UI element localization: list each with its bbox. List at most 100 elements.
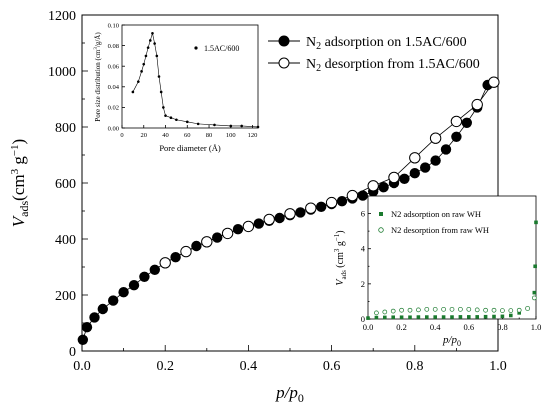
inset-top-x-axis-label: Pore diameter (Å): [159, 143, 221, 153]
y-tick-label: 0: [69, 345, 76, 360]
data-point: [89, 312, 100, 323]
legend-label-adsorption: N2 adsorption on 1.5AC/600: [306, 35, 467, 52]
data-point: [458, 315, 463, 319]
series-1: [374, 295, 537, 316]
data-point: [483, 314, 488, 319]
data-point: [488, 76, 500, 88]
data-point: [508, 308, 514, 313]
data-point: [131, 90, 135, 94]
data-point: [325, 196, 338, 209]
data-point: [534, 220, 538, 225]
data-point: [441, 306, 446, 312]
data-point: [531, 295, 537, 301]
series-0: [366, 220, 538, 320]
inset-top-y-tick-labels: 0.00 0.02 0.04 0.06 0.08 0.10: [108, 22, 120, 132]
data-point: [416, 315, 421, 319]
inset-bottom-frame: [367, 195, 537, 320]
data-point: [390, 308, 396, 314]
data-point: [201, 236, 213, 248]
data-point: [148, 39, 152, 42]
inset-top-y-axis-label: Pore size distribution (cm3/g/Å): [94, 32, 102, 122]
data-point: [284, 208, 296, 220]
y-tick-label: 0.08: [108, 43, 119, 50]
data-point: [525, 306, 530, 311]
main-x-axis-label: p/p0: [275, 383, 304, 405]
data-point: [144, 54, 148, 58]
inset-bottom-x-axis-label: p/p0: [442, 334, 461, 348]
data-point: [305, 202, 317, 214]
x-tick-label: 0.6: [323, 359, 341, 374]
data-point: [416, 307, 421, 313]
data-point: [451, 131, 462, 142]
data-point: [382, 309, 388, 315]
data-point: [180, 245, 192, 258]
data-point: [157, 75, 161, 78]
data-point: [185, 120, 189, 124]
data-point: [429, 132, 442, 144]
x-tick-label: 0.2: [156, 359, 174, 374]
data-point: [151, 31, 154, 35]
inset-top-legend: 1.5AC/600: [194, 44, 239, 53]
inset-bottom-legend: N2 adsorption on raw WH N2 desorption fr…: [378, 209, 489, 235]
inset-top-x-tick-labels: 0 20 40 60 80 100 120: [120, 132, 257, 139]
data-point: [467, 315, 471, 319]
main-series-layer: [77, 76, 500, 345]
data-point: [169, 116, 173, 119]
y-tick-label: 4: [361, 244, 366, 254]
data-point: [532, 290, 537, 295]
data-point: [155, 54, 159, 58]
data-point: [240, 124, 243, 128]
inset-top-legend-marker: [194, 46, 198, 50]
x-tick-label: 60: [184, 132, 191, 139]
inset-bottom-legend-label-desorption: N2 desorption from raw WH: [391, 225, 489, 235]
x-tick-label: 1.0: [489, 359, 507, 374]
x-tick-label: 0.8: [497, 322, 508, 332]
data-point: [108, 295, 119, 306]
inset-pore-size-chart: 0 20 40 60 80 100 120 0.00 0.02 0.04 0.06 0.08 0.10…: [94, 22, 260, 153]
main-y-tick-labels: 0 200 400 600 800 1000 1200: [48, 9, 76, 360]
data-point: [139, 271, 150, 282]
data-point: [175, 118, 178, 122]
data-point: [142, 62, 146, 66]
inset-bottom-legend-marker-desorption: [378, 227, 384, 233]
data-point: [433, 315, 437, 319]
data-point: [461, 117, 472, 128]
y-tick-label: 200: [55, 289, 76, 304]
x-tick-label: 0.4: [430, 322, 441, 332]
data-point: [500, 314, 505, 319]
data-point: [242, 220, 255, 233]
y-tick-label: 0: [361, 314, 365, 324]
data-point: [357, 190, 368, 201]
data-point: [471, 98, 483, 111]
data-point: [229, 124, 233, 128]
data-point: [399, 307, 404, 313]
data-point: [441, 315, 446, 319]
data-point: [196, 122, 200, 126]
main-axis-ticks: [81, 14, 499, 352]
main-chart: 0.0 0.2 0.4 0.6 0.8 1.0 020040060080010001200…: [9, 9, 507, 405]
data-point: [533, 264, 537, 269]
y-tick-label: 0.04: [108, 84, 120, 91]
data-point: [474, 307, 480, 313]
y-tick-label: 600: [55, 177, 76, 192]
data-point: [424, 306, 430, 312]
data-point: [509, 313, 513, 318]
main-legend: N2 adsorption on 1.5AC/600 N2 desorption…: [268, 35, 480, 74]
y-tick-label: 0.06: [108, 63, 120, 70]
series-line: [132, 33, 259, 128]
data-point: [159, 257, 171, 269]
data-point: [388, 171, 400, 184]
data-point: [366, 316, 370, 320]
data-point: [256, 125, 260, 129]
y-tick-label: 800: [55, 121, 76, 136]
x-tick-label: 0.6: [463, 322, 474, 332]
main-x-tick-labels: 0.0 0.2 0.4 0.6 0.8 1.0: [73, 359, 507, 374]
data-point: [500, 308, 505, 313]
y-tick-label: 1200: [48, 9, 76, 24]
legend-marker-adsorption: [278, 35, 290, 47]
data-point: [409, 152, 421, 164]
data-point: [409, 168, 420, 179]
inset-bottom-legend-label-adsorption: N2 adsorption on raw WH: [391, 209, 481, 219]
inset-bottom-y-tick-labels: 0 2 4 6: [361, 209, 366, 324]
